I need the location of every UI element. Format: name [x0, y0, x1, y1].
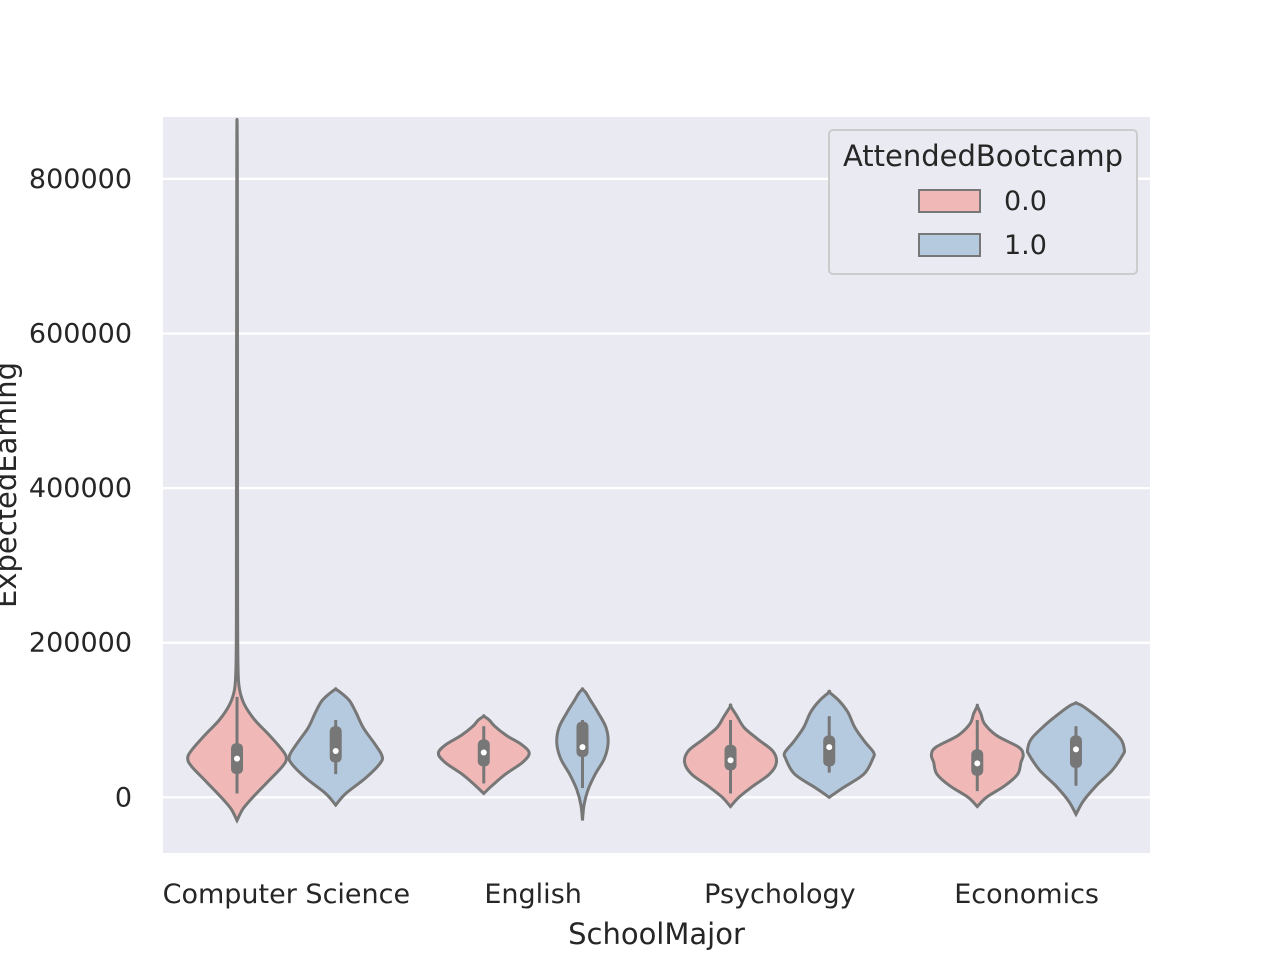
legend-label: 0.0: [1004, 186, 1047, 217]
violin: [682, 703, 779, 809]
violin-iqr: [329, 726, 342, 763]
violin: [1025, 701, 1127, 818]
violin-median: [826, 744, 833, 751]
violin-median: [1072, 746, 1079, 753]
legend-label: 1.0: [1004, 230, 1047, 261]
y-axis-label: ExpectedEarning: [0, 362, 23, 608]
y-tick-labels: 0 200000 400000 600000 800000: [29, 164, 132, 813]
legend-entries: 0.01.0: [918, 186, 1047, 261]
violins: [186, 117, 1127, 824]
violin-median: [234, 755, 241, 762]
legend-swatch: [918, 233, 981, 257]
violin-iqr: [823, 735, 836, 767]
violin-median: [480, 749, 487, 756]
y-tick-label: 600000: [29, 318, 132, 349]
violin-body: [186, 117, 288, 824]
violin: [929, 703, 1025, 809]
violin-median: [579, 744, 586, 751]
legend: AttendedBootcamp 0.01.0: [828, 129, 1138, 275]
y-tick-label: 400000: [29, 473, 132, 504]
x-tick-label: Psychology: [704, 879, 855, 910]
legend-swatch: [918, 189, 981, 213]
violin: [782, 689, 876, 800]
y-tick-label: 800000: [29, 164, 132, 195]
y-tick-label: 0: [115, 782, 132, 813]
x-tick-label: Computer Science: [163, 879, 410, 910]
x-axis-label: SchoolMajor: [568, 917, 745, 951]
violin: [186, 117, 288, 824]
violin: [555, 687, 610, 821]
violin-median: [332, 747, 339, 754]
x-tick-label: Economics: [954, 879, 1099, 910]
y-tick-label: 200000: [29, 628, 132, 659]
x-tick-labels: Computer Science English Psychology Economi…: [163, 879, 1099, 910]
legend-title: AttendedBootcamp: [843, 139, 1123, 173]
violin-iqr: [576, 721, 589, 758]
violin: [287, 687, 385, 808]
violin-median: [727, 757, 734, 764]
legend-box: [828, 129, 1138, 275]
violin: [436, 714, 531, 796]
x-tick-label: English: [484, 879, 582, 910]
violin-median: [974, 760, 981, 767]
